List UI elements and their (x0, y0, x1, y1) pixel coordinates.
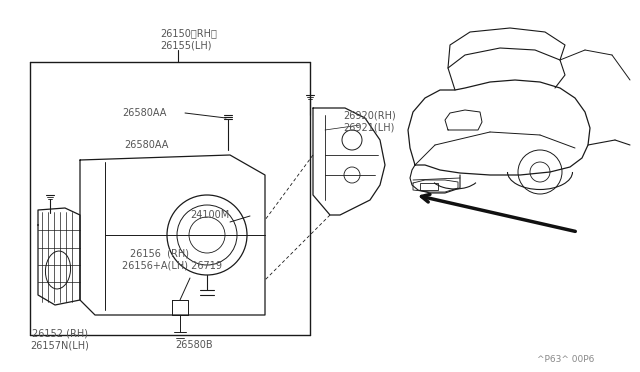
Text: ^P63^ 00P6: ^P63^ 00P6 (537, 355, 595, 364)
Text: 26150〈RH〉: 26150〈RH〉 (160, 28, 217, 38)
Text: 26580B: 26580B (175, 340, 212, 350)
Text: 26156  (RH): 26156 (RH) (130, 248, 189, 258)
Bar (420, 183, 438, 190)
Text: 26157N(LH): 26157N(LH) (30, 340, 89, 350)
Text: 26920(RH): 26920(RH) (343, 110, 396, 120)
Text: 26155(LH): 26155(LH) (160, 40, 211, 50)
Text: 26580AA: 26580AA (122, 108, 166, 118)
Text: 26152 (RH): 26152 (RH) (32, 328, 88, 338)
Text: 24100M: 24100M (190, 210, 229, 220)
Text: 26580AA: 26580AA (124, 140, 168, 150)
Text: 26921(LH): 26921(LH) (343, 122, 394, 132)
Text: 26156+A(LH) 26719: 26156+A(LH) 26719 (122, 260, 222, 270)
